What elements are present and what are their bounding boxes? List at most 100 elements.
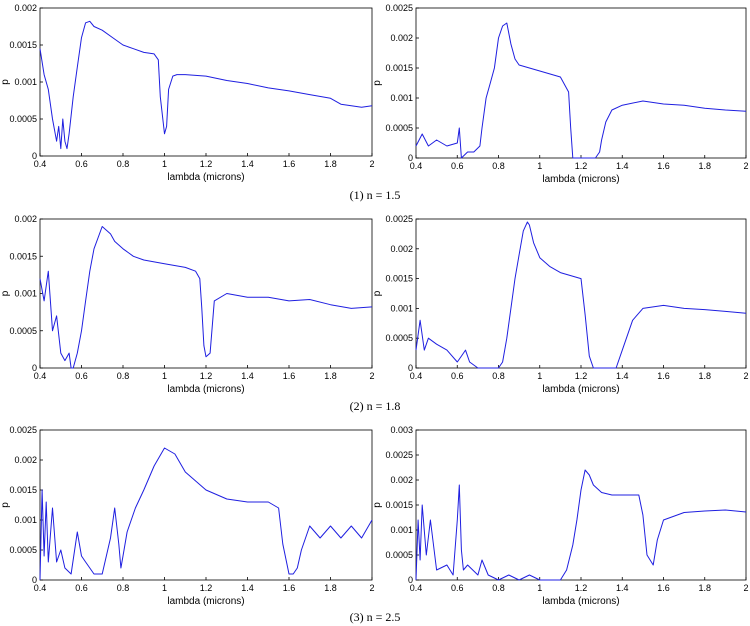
y-tick-label: 0.001: [390, 303, 413, 313]
y-tick-label: 0.0005: [9, 545, 37, 555]
x-tick-label: 0.4: [410, 161, 423, 171]
x-tick-label: 1.6: [283, 371, 296, 381]
y-tick-label: 0.0005: [385, 550, 413, 560]
y-tick-label: 0.001: [390, 93, 413, 103]
y-tick-label: 0: [408, 363, 413, 373]
x-tick-label: 0.8: [492, 371, 505, 381]
x-tick-label: 2: [743, 583, 748, 593]
x-tick-label: 2: [369, 371, 374, 381]
x-tick-label: 1: [537, 583, 542, 593]
y-tick-label: 0.0005: [385, 333, 413, 343]
chart-panel: 0.4 0.6 0.8 1 1.2 1.4 1.6 1.8 2 0 0.0005 0.001 0.001…: [0, 3, 375, 183]
x-tick-label: 2: [369, 583, 374, 593]
y-tick-label: 0.002: [390, 244, 413, 254]
x-axis-label: lambda (microns): [167, 596, 244, 607]
y-axis-label: p: [0, 502, 11, 508]
y-axis-label: p: [0, 290, 11, 296]
x-tick-label: 0.4: [410, 371, 423, 381]
y-tick-label: 0.0015: [9, 251, 37, 261]
x-tick-label: 1.8: [698, 371, 711, 381]
y-tick-label: 0.002: [14, 3, 37, 13]
x-tick-label: 0.8: [117, 159, 130, 169]
caption: (1) n = 1.5: [350, 188, 401, 202]
x-tick-label: 0.6: [451, 161, 464, 171]
x-tick-label: 1.6: [657, 583, 670, 593]
y-tick-label: 0.001: [390, 525, 413, 535]
x-tick-label: 1.8: [698, 161, 711, 171]
x-tick-label: 1.6: [657, 161, 670, 171]
plot-frame: [415, 7, 747, 159]
x-tick-label: 1.2: [200, 159, 213, 169]
x-tick-label: 1.4: [241, 159, 254, 169]
series-line: [39, 447, 373, 581]
x-axis-label: lambda (microns): [542, 596, 619, 607]
x-tick-label: 1.8: [324, 159, 337, 169]
y-tick-label: 0.0025: [9, 425, 37, 435]
x-tick-label: 0.4: [34, 371, 47, 381]
chart-panel: 0.4 0.6 0.8 1 1.2 1.4 1.6 1.8 2 0 0.0005 0.001 0.001…: [0, 214, 375, 395]
y-tick-label: 0: [408, 153, 413, 163]
chart-panel: 0.4 0.6 0.8 1 1.2 1.4 1.6 1.8 2 0 0.0005 0.001 0.001…: [0, 425, 375, 607]
y-tick-label: 0: [32, 151, 37, 161]
x-tick-label: 1.2: [575, 371, 588, 381]
plot-frame: [415, 218, 747, 369]
x-tick-label: 1.6: [657, 371, 670, 381]
y-tick-label: 0.0025: [385, 3, 413, 13]
x-tick-label: 1.2: [575, 161, 588, 171]
chart-panel: 0.4 0.6 0.8 1 1.2 1.4 1.6 1.8 2 0 0.0005 0.001 0.001…: [372, 214, 749, 395]
y-axis-label: p: [372, 502, 383, 508]
y-tick-label: 0.0015: [9, 485, 37, 495]
x-tick-label: 0.8: [492, 161, 505, 171]
x-tick-label: 1.8: [324, 371, 337, 381]
x-tick-label: 0.6: [75, 371, 88, 381]
x-tick-label: 0.6: [451, 371, 464, 381]
chart-panel: 0.4 0.6 0.8 1 1.2 1.4 1.6 1.8 2 0 0.0005 0.001 0.001…: [372, 425, 749, 607]
x-tick-label: 1: [162, 583, 167, 593]
x-tick-label: 1.4: [241, 583, 254, 593]
x-tick-label: 1.2: [200, 371, 213, 381]
chart-panel: 0.4 0.6 0.8 1 1.2 1.4 1.6 1.8 2 0 0.0005 0.001 0.001…: [372, 3, 749, 185]
y-tick-label: 0: [408, 575, 413, 585]
x-tick-label: 1.6: [283, 583, 296, 593]
plot-frame: [415, 429, 747, 581]
x-tick-label: 0.4: [34, 159, 47, 169]
y-tick-label: 0.001: [14, 289, 37, 299]
x-tick-label: 2: [369, 159, 374, 169]
y-tick-label: 0: [32, 363, 37, 373]
x-axis-label: lambda (microns): [542, 384, 619, 395]
y-tick-label: 0.002: [390, 475, 413, 485]
y-tick-label: 0.001: [14, 515, 37, 525]
y-tick-label: 0.0005: [9, 114, 37, 124]
x-tick-label: 0.8: [117, 371, 130, 381]
y-tick-label: 0.0015: [385, 500, 413, 510]
y-tick-label: 0.0025: [385, 214, 413, 224]
caption: (2) n = 1.8: [350, 399, 401, 413]
x-tick-label: 1.4: [616, 371, 629, 381]
series-line: [415, 22, 747, 159]
y-tick-label: 0: [32, 575, 37, 585]
x-tick-label: 1: [162, 159, 167, 169]
y-tick-label: 0.0015: [385, 274, 413, 284]
y-axis-label: p: [372, 290, 383, 296]
y-tick-label: 0.002: [14, 455, 37, 465]
y-tick-label: 0.001: [14, 77, 37, 87]
x-axis-label: lambda (microns): [167, 172, 244, 183]
y-tick-label: 0.003: [390, 425, 413, 435]
y-tick-label: 0.002: [14, 214, 37, 224]
y-tick-label: 0.0005: [9, 326, 37, 336]
caption: (3) n = 2.5: [350, 610, 401, 624]
x-axis-label: lambda (microns): [167, 384, 244, 395]
x-tick-label: 0.4: [34, 583, 47, 593]
series-line: [39, 226, 373, 369]
x-tick-label: 1: [537, 371, 542, 381]
x-tick-label: 1.8: [324, 583, 337, 593]
x-tick-label: 0.8: [117, 583, 130, 593]
x-tick-label: 1.4: [241, 371, 254, 381]
x-tick-label: 0.4: [410, 583, 423, 593]
x-tick-label: 2: [743, 161, 748, 171]
x-tick-label: 1.4: [616, 583, 629, 593]
x-tick-label: 0.6: [75, 583, 88, 593]
x-tick-label: 0.6: [451, 583, 464, 593]
x-tick-label: 1: [162, 371, 167, 381]
